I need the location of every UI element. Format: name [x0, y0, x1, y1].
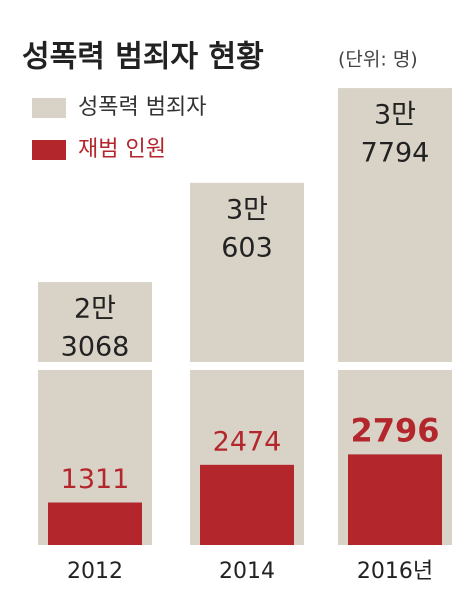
bar: [200, 464, 294, 545]
legend-swatch: [32, 98, 66, 118]
value-label: 2474: [213, 426, 282, 457]
value-label: 2만: [74, 294, 116, 325]
chart-subtitle: (단위: 명): [338, 49, 418, 71]
value-label: 7794: [361, 138, 430, 169]
x-tick-label: 2014: [219, 559, 275, 584]
bar-segment: [190, 182, 304, 362]
value-label: 3만: [226, 194, 268, 225]
legend-label: 재범 인원: [78, 137, 166, 162]
legend-swatch: [32, 140, 66, 160]
legend-label: 성폭력 범죄자: [78, 95, 206, 120]
bar: [48, 502, 142, 545]
bar-segment: [338, 88, 452, 363]
chart-title: 성폭력 범죄자 현황: [22, 40, 264, 75]
value-label: 2796: [350, 411, 439, 449]
bar-segment: [38, 282, 152, 362]
x-tick-label: 2016년: [357, 559, 433, 584]
value-label: 603: [221, 232, 273, 263]
value-label: 3만: [374, 100, 416, 131]
value-label: 1311: [61, 464, 130, 495]
x-tick-label: 2012: [67, 559, 123, 584]
value-label: 3068: [61, 332, 130, 363]
bar: [348, 454, 442, 545]
